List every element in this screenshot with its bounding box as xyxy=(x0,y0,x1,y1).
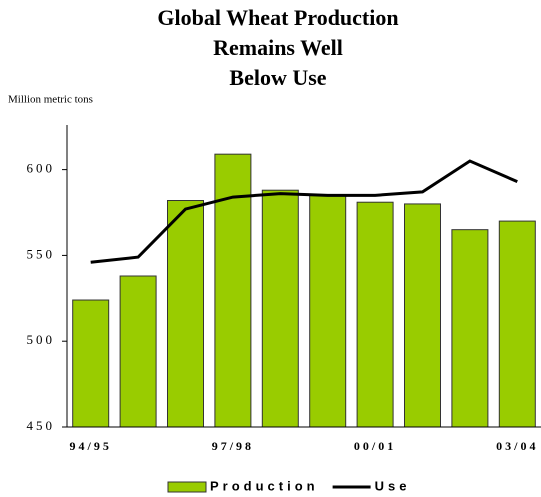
chart-title: Below Use xyxy=(229,65,326,90)
legend-swatch xyxy=(167,481,207,493)
bar xyxy=(451,229,489,428)
y-tick-label: 600 xyxy=(27,161,56,176)
y-tick-label: 550 xyxy=(27,246,56,261)
line xyxy=(90,159,518,264)
x-tick-label: 94/95 xyxy=(70,439,112,453)
bar xyxy=(309,194,347,428)
x-tick-label: 03/04 xyxy=(496,439,538,453)
bar xyxy=(404,203,441,428)
legend-label: Production xyxy=(210,478,319,493)
bar xyxy=(167,200,204,428)
x-tick-label: 97/98 xyxy=(212,439,254,453)
bar xyxy=(72,299,110,428)
y-tick-label: 450 xyxy=(27,418,56,433)
chart-title: Remains Well xyxy=(213,35,343,60)
y-tick-label: 500 xyxy=(27,332,56,347)
bar xyxy=(261,189,299,428)
y-axis-label: Million metric tons xyxy=(8,94,93,106)
legend-label: Use xyxy=(375,478,411,493)
chart-title: Global Wheat Production xyxy=(157,5,398,30)
bar xyxy=(498,220,536,428)
x-tick-label: 00/01 xyxy=(354,439,396,453)
bar xyxy=(356,201,394,428)
bar xyxy=(119,275,157,428)
